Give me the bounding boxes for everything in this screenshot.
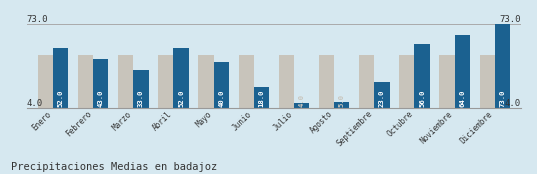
Bar <box>480 55 495 108</box>
Bar <box>495 24 510 108</box>
Text: 23.0: 23.0 <box>379 90 385 107</box>
Bar <box>399 55 415 108</box>
Bar <box>455 35 470 108</box>
Text: Precipitaciones Medias en badajoz: Precipitaciones Medias en badajoz <box>11 162 217 172</box>
Text: 73.0: 73.0 <box>499 15 521 24</box>
Text: 73.0: 73.0 <box>27 15 48 24</box>
Bar <box>38 55 53 108</box>
Bar <box>319 55 334 108</box>
Text: 4.0: 4.0 <box>505 98 521 108</box>
Text: 73.0: 73.0 <box>499 90 505 107</box>
Text: 18.0: 18.0 <box>258 90 264 107</box>
Bar <box>198 55 214 108</box>
Text: 4.0: 4.0 <box>299 94 304 107</box>
Bar <box>439 55 455 108</box>
Bar <box>133 70 149 108</box>
Bar <box>118 55 133 108</box>
Text: 40.0: 40.0 <box>218 90 224 107</box>
Bar <box>334 102 350 108</box>
Text: 5.0: 5.0 <box>339 94 345 107</box>
Text: 52.0: 52.0 <box>57 90 63 107</box>
Bar <box>158 55 173 108</box>
Text: 52.0: 52.0 <box>178 90 184 107</box>
Bar <box>53 48 68 108</box>
Bar <box>294 103 309 108</box>
Bar <box>254 87 269 108</box>
Bar <box>279 55 294 108</box>
Text: 56.0: 56.0 <box>419 90 425 107</box>
Bar <box>415 44 430 108</box>
Bar <box>173 48 188 108</box>
Text: 33.0: 33.0 <box>138 90 144 107</box>
Bar <box>374 82 389 108</box>
Text: 43.0: 43.0 <box>98 90 104 107</box>
Bar <box>359 55 374 108</box>
Text: 4.0: 4.0 <box>27 98 43 108</box>
Bar <box>78 55 93 108</box>
Bar <box>93 59 108 108</box>
Text: 64.0: 64.0 <box>459 90 465 107</box>
Bar <box>214 62 229 108</box>
Bar <box>238 55 254 108</box>
